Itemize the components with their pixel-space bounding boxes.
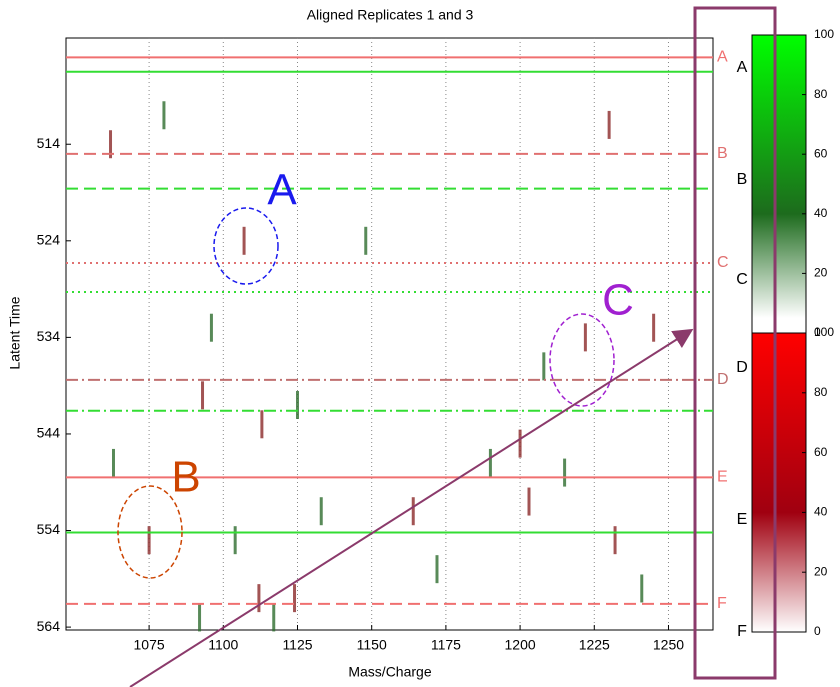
colorbar-label: A (737, 59, 748, 76)
colorbar-segment (752, 35, 806, 333)
reference-label: C (717, 254, 729, 271)
colorbar-segment (752, 333, 806, 632)
colorbar-tick-label: 100 (814, 325, 834, 339)
y-tick-label: 534 (37, 328, 61, 344)
reference-label: E (717, 469, 728, 486)
x-tick-label: 1225 (579, 637, 610, 653)
chart-title: Aligned Replicates 1 and 3 (307, 7, 474, 23)
x-tick-label: 1125 (282, 637, 312, 653)
annotation-label: B (171, 453, 200, 502)
x-tick-label: 1075 (134, 637, 165, 653)
colorbar-tick-label: 60 (814, 146, 828, 160)
colorbar-label: D (736, 359, 748, 376)
x-tick-label: 1175 (431, 637, 461, 653)
colorbar-label: B (737, 171, 748, 188)
colorbar-tick-label: 20 (814, 266, 828, 280)
x-tick-label: 1200 (505, 637, 536, 653)
colorbar-tick-label: 100 (814, 27, 834, 41)
colorbar-tick-label: 40 (814, 206, 828, 220)
colorbar-tick-label: 20 (814, 564, 828, 578)
reference-label: A (717, 49, 728, 66)
reference-label: D (717, 371, 729, 388)
annotation-label: C (602, 276, 634, 325)
y-tick-label: 524 (37, 232, 61, 248)
chart: Aligned Replicates 1 and 3 Mass/Charge L… (0, 0, 840, 687)
colorbar-label: E (737, 511, 748, 528)
x-tick-label: 1250 (653, 637, 684, 653)
y-tick-label: 514 (37, 135, 61, 151)
reference-label: F (717, 595, 727, 612)
y-tick-label: 544 (37, 425, 61, 441)
x-axis-label: Mass/Charge (348, 664, 431, 680)
x-tick-label: 1100 (208, 637, 238, 653)
reference-label: B (717, 145, 728, 162)
y-axis-label: Latent Time (7, 296, 23, 369)
x-tick-label: 1150 (357, 637, 387, 653)
y-tick-label: 554 (37, 521, 61, 537)
colorbar-tick-label: 80 (814, 87, 828, 101)
colorbar-label: F (737, 623, 747, 640)
colorbar-tick-label: 80 (814, 385, 828, 399)
colorbar-tick-label: 40 (814, 505, 828, 519)
colorbar-tick-label: 0 (814, 624, 821, 638)
y-tick-label: 564 (37, 618, 61, 634)
colorbar-label: C (736, 271, 748, 288)
annotation-label: A (267, 166, 297, 215)
colorbar-tick-label: 60 (814, 445, 828, 459)
